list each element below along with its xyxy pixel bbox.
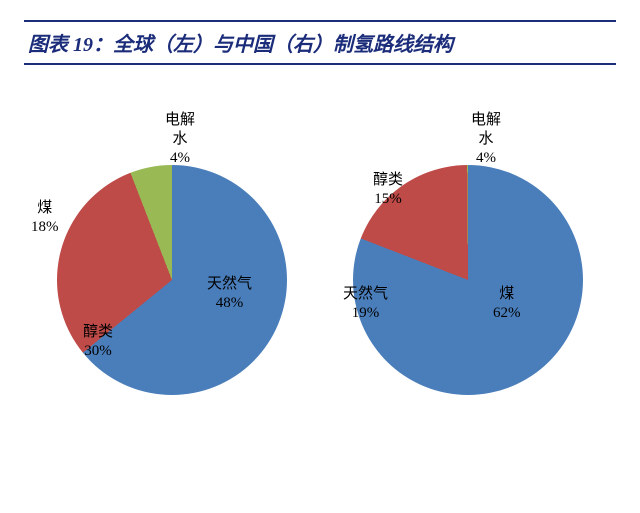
slice-label: 电解水4% [165, 111, 195, 167]
slice-label: 电解水4% [471, 111, 501, 167]
slice-label: 煤62% [493, 285, 521, 323]
charts-row: 天然气48%醇类30%煤18%电解水4% 煤62%天然气19%醇类15%电解水4… [24, 65, 616, 495]
pie-disc [57, 165, 287, 395]
slice-label: 醇类30% [83, 323, 113, 361]
pie-china: 煤62%天然气19%醇类15%电解水4% [353, 165, 583, 395]
pie-global: 天然气48%醇类30%煤18%电解水4% [57, 165, 287, 395]
slice-label: 天然气19% [343, 285, 388, 323]
figure-frame: 图表 19：全球（左）与中国（右）制氢路线结构 天然气48% 醇类30% 煤18% 电… [0, 0, 640, 513]
slice-label: 煤18% [31, 199, 59, 237]
slice-label: 天然气48% [207, 275, 252, 313]
figure-title: 图表 19：全球（左）与中国（右）制氢路线结构 [24, 20, 616, 65]
slice-label: 醇类15% [373, 171, 403, 209]
